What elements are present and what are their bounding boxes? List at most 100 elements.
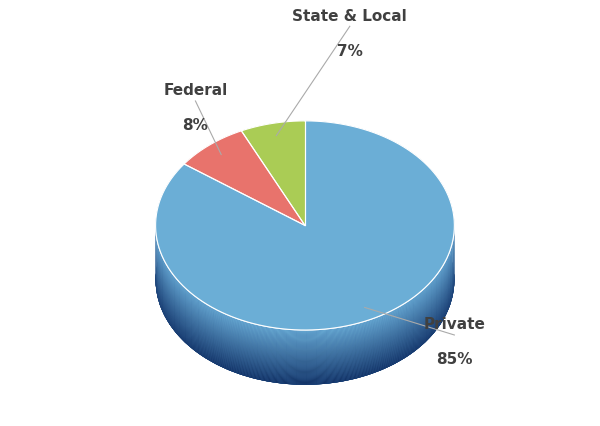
Polygon shape [336, 326, 346, 383]
Polygon shape [155, 273, 454, 384]
Polygon shape [155, 222, 454, 333]
Polygon shape [257, 325, 267, 381]
Polygon shape [155, 254, 454, 365]
Polygon shape [157, 237, 158, 298]
Polygon shape [155, 239, 454, 349]
Ellipse shape [156, 175, 454, 383]
Polygon shape [241, 121, 305, 186]
Polygon shape [155, 243, 454, 353]
Polygon shape [155, 231, 454, 341]
Polygon shape [155, 225, 454, 334]
Ellipse shape [157, 174, 453, 382]
Polygon shape [163, 257, 166, 319]
Ellipse shape [156, 175, 454, 383]
Polygon shape [413, 292, 420, 352]
Polygon shape [156, 230, 157, 291]
Polygon shape [184, 131, 305, 225]
Ellipse shape [157, 174, 453, 381]
Polygon shape [382, 311, 391, 370]
Polygon shape [160, 250, 163, 312]
Polygon shape [155, 236, 454, 346]
Polygon shape [155, 244, 454, 354]
Polygon shape [267, 327, 277, 383]
Polygon shape [155, 271, 454, 381]
Polygon shape [155, 262, 454, 372]
Polygon shape [199, 299, 206, 358]
Polygon shape [155, 275, 454, 385]
Polygon shape [445, 255, 448, 317]
Polygon shape [239, 319, 248, 377]
Ellipse shape [157, 175, 454, 383]
Text: Federal: Federal [163, 83, 227, 98]
Polygon shape [155, 252, 454, 362]
Polygon shape [155, 260, 454, 370]
Polygon shape [184, 131, 241, 219]
Polygon shape [155, 224, 454, 334]
Polygon shape [206, 304, 214, 363]
Polygon shape [277, 328, 286, 384]
Ellipse shape [157, 174, 453, 382]
Ellipse shape [156, 175, 454, 383]
Polygon shape [374, 315, 382, 373]
Polygon shape [346, 324, 355, 381]
Polygon shape [155, 264, 454, 374]
Polygon shape [248, 322, 257, 379]
Polygon shape [406, 297, 413, 357]
Ellipse shape [157, 174, 453, 381]
Polygon shape [155, 121, 454, 385]
Text: Private: Private [424, 317, 485, 333]
Polygon shape [155, 263, 454, 373]
Polygon shape [155, 227, 454, 337]
Polygon shape [355, 321, 365, 379]
Polygon shape [155, 222, 454, 332]
Polygon shape [155, 246, 454, 357]
Ellipse shape [156, 175, 454, 384]
Polygon shape [155, 270, 454, 380]
Polygon shape [155, 241, 454, 351]
Ellipse shape [156, 176, 454, 385]
Polygon shape [432, 275, 437, 336]
Polygon shape [452, 235, 454, 296]
Polygon shape [448, 248, 451, 310]
Polygon shape [155, 249, 454, 359]
Ellipse shape [157, 175, 454, 383]
Polygon shape [155, 269, 454, 379]
Ellipse shape [157, 175, 454, 382]
Ellipse shape [156, 175, 454, 383]
Polygon shape [185, 288, 192, 348]
Polygon shape [158, 244, 160, 305]
Polygon shape [170, 270, 175, 331]
Polygon shape [155, 233, 454, 344]
Polygon shape [451, 242, 452, 303]
Polygon shape [420, 287, 426, 347]
Text: 85%: 85% [436, 352, 473, 367]
Polygon shape [441, 262, 445, 323]
Polygon shape [166, 264, 170, 325]
Polygon shape [365, 318, 374, 376]
Ellipse shape [157, 174, 453, 381]
Polygon shape [155, 245, 454, 356]
Ellipse shape [156, 176, 454, 384]
Polygon shape [155, 250, 454, 360]
Ellipse shape [157, 175, 454, 383]
Polygon shape [307, 330, 316, 385]
Polygon shape [155, 237, 454, 347]
Polygon shape [155, 238, 454, 348]
Polygon shape [155, 229, 454, 339]
Polygon shape [175, 276, 180, 337]
Polygon shape [155, 221, 454, 331]
Polygon shape [286, 329, 296, 385]
Polygon shape [221, 312, 230, 371]
Ellipse shape [157, 175, 454, 382]
Polygon shape [155, 242, 454, 352]
Polygon shape [155, 235, 454, 345]
Polygon shape [155, 267, 454, 377]
Polygon shape [155, 232, 454, 342]
Ellipse shape [156, 176, 454, 384]
Ellipse shape [156, 175, 454, 384]
Polygon shape [155, 257, 454, 368]
Polygon shape [155, 272, 454, 382]
Polygon shape [155, 225, 454, 336]
Polygon shape [155, 268, 454, 378]
Ellipse shape [157, 175, 454, 383]
